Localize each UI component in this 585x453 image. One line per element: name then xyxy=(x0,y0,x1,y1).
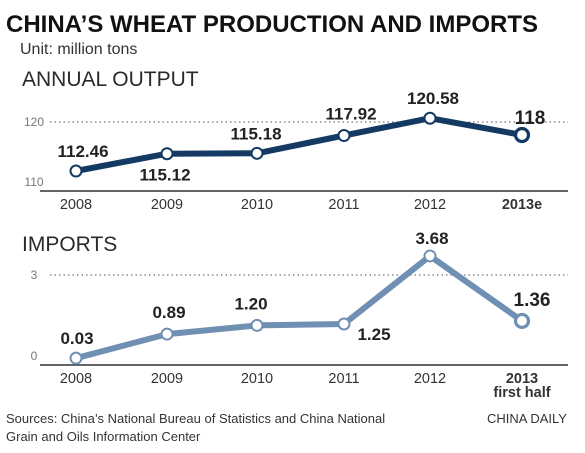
imports-data-label: 3.68 xyxy=(415,229,448,248)
imports-data-label: 1.36 xyxy=(514,290,551,311)
imports-xtick: 2013 xyxy=(506,371,538,387)
output-point xyxy=(513,126,531,144)
output-chart: 120 110 2008 2009 2010 2011 2012 2013e 112.46 115… xyxy=(24,89,568,213)
imports-point xyxy=(160,327,174,341)
source-line-2: Grain and Oils Information Center xyxy=(6,429,201,444)
imports-data-label: 1.25 xyxy=(357,325,390,344)
imports-point xyxy=(69,351,83,365)
chart-title: CHINA’S WHEAT PRODUCTION AND IMPORTS xyxy=(6,11,538,38)
output-data-label: 120.58 xyxy=(407,89,459,108)
imports-ytick: 0 xyxy=(31,349,38,363)
output-point xyxy=(423,111,437,125)
output-data-label: 115.18 xyxy=(230,124,281,143)
output-series-line xyxy=(73,115,525,174)
imports-point xyxy=(337,317,351,331)
output-section-title: ANNUAL OUTPUT xyxy=(22,68,199,91)
imports-point xyxy=(513,312,531,330)
output-data-label: 112.46 xyxy=(57,142,108,161)
imports-point xyxy=(250,318,264,332)
output-point xyxy=(69,164,83,178)
imports-xtick: 2009 xyxy=(151,371,183,387)
imports-xtick: 2012 xyxy=(414,371,446,387)
imports-xtick: 2008 xyxy=(60,371,92,387)
imports-point xyxy=(423,249,437,263)
output-xtick: 2013e xyxy=(502,197,542,213)
output-ytick: 120 xyxy=(24,115,44,129)
output-xtick: 2011 xyxy=(328,197,359,213)
imports-ytick: 3 xyxy=(31,268,38,282)
output-xtick: 2009 xyxy=(151,197,183,213)
output-point xyxy=(160,147,174,161)
imports-xtick: first half xyxy=(493,385,550,401)
credit-label: CHINA DAILY xyxy=(487,411,567,426)
imports-section-title: IMPORTS xyxy=(22,233,117,256)
source-line-1: Sources: China’s National Bureau of Stat… xyxy=(6,411,385,426)
output-data-label: 115.12 xyxy=(139,166,190,185)
output-xtick: 2010 xyxy=(241,197,273,213)
imports-data-label: 0.89 xyxy=(152,303,185,322)
output-data-label: 117.92 xyxy=(325,105,376,124)
output-data-label: 118 xyxy=(515,108,546,129)
imports-xtick: 2010 xyxy=(241,371,273,387)
imports-xtick: 2011 xyxy=(328,371,359,387)
output-ytick: 110 xyxy=(24,175,43,189)
output-xtick: 2008 xyxy=(60,197,92,213)
output-point xyxy=(337,129,351,143)
unit-label: Unit: million tons xyxy=(20,41,137,58)
imports-data-label: 1.20 xyxy=(234,294,267,313)
imports-data-label: 0.03 xyxy=(60,329,93,348)
output-point xyxy=(250,146,264,160)
imports-series-line xyxy=(73,253,525,362)
output-xtick: 2012 xyxy=(414,197,446,213)
